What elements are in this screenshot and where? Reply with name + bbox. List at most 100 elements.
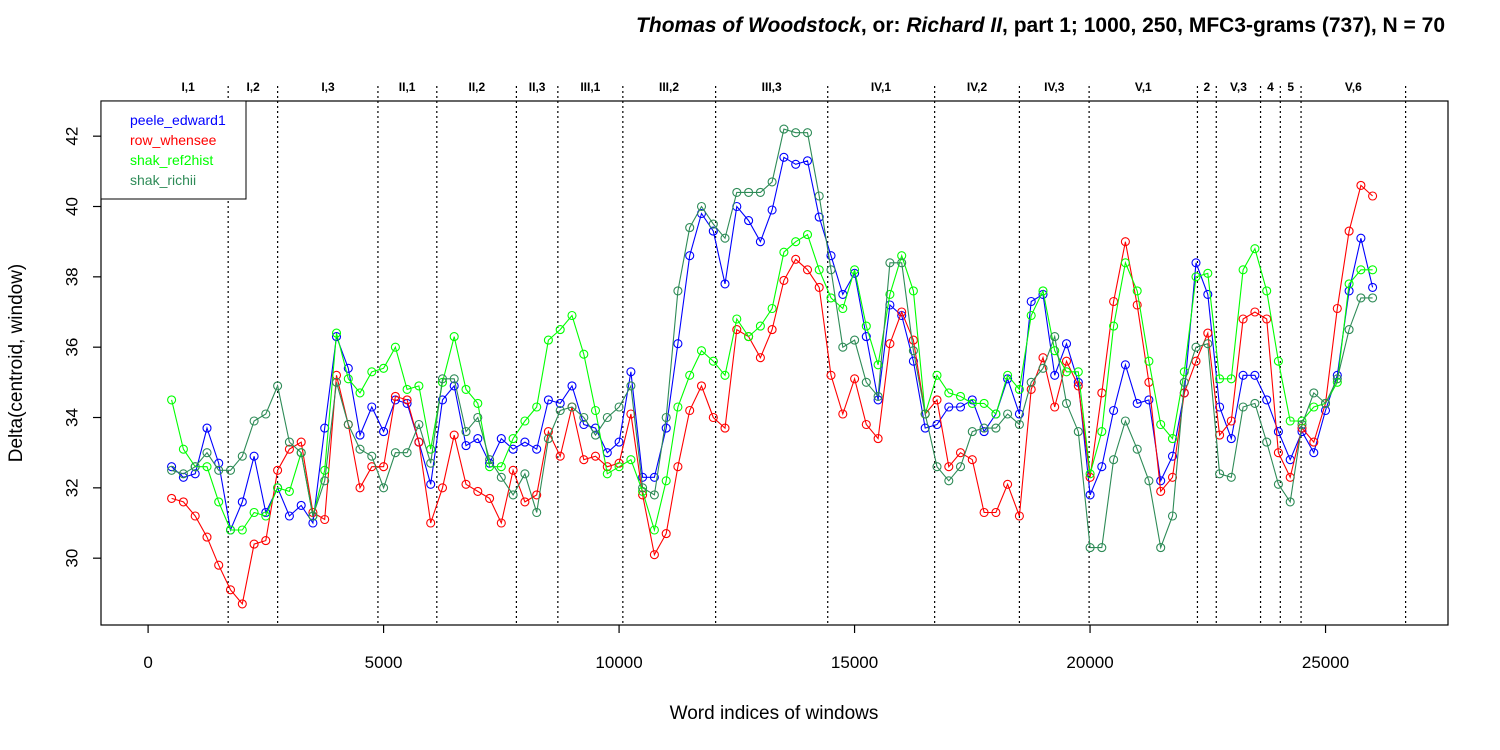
legend-entry: row_whensee — [130, 132, 217, 148]
data-point — [214, 560, 224, 570]
scene-label: II,2 — [468, 80, 485, 94]
data-point — [1262, 286, 1272, 296]
data-point — [861, 377, 871, 387]
data-point — [1356, 180, 1366, 190]
y-tick-label: 40 — [62, 197, 81, 216]
data-point — [1156, 476, 1166, 486]
data-point — [367, 451, 377, 461]
data-point — [178, 497, 188, 507]
data-point — [1014, 384, 1024, 394]
data-point — [614, 462, 624, 472]
data-point — [1132, 300, 1142, 310]
data-point — [791, 128, 801, 138]
legend: peele_edward1 row_whensee shak_ref2histsha… — [100, 100, 247, 200]
data-point — [908, 356, 918, 366]
data-point — [649, 472, 659, 482]
data-point — [355, 388, 365, 398]
data-point — [379, 427, 389, 437]
data-point — [543, 427, 553, 437]
series-line — [171, 184, 1373, 606]
data-point — [661, 529, 671, 539]
data-point — [732, 187, 742, 197]
data-point — [1262, 437, 1272, 447]
data-point — [237, 451, 247, 461]
data-point — [779, 152, 789, 162]
scene-label: I,3 — [321, 80, 335, 94]
title-part: , part 1; 1000, 250, MFC3-grams (737), N… — [1002, 14, 1445, 37]
data-point — [225, 585, 236, 595]
data-point — [1250, 244, 1260, 254]
data-point — [626, 381, 636, 391]
data-point — [602, 462, 612, 472]
data-point — [249, 539, 259, 549]
data-point — [873, 434, 883, 444]
scene-label: III,1 — [580, 80, 600, 94]
scene-label: IV,1 — [871, 80, 892, 94]
data-point — [320, 514, 330, 525]
series-group — [167, 124, 1378, 609]
data-point — [814, 212, 824, 222]
data-point — [532, 444, 542, 454]
data-point — [343, 363, 353, 373]
data-point — [861, 332, 871, 342]
y-axis: 30 32 34 36 38 40 42 — [62, 127, 101, 568]
data-point — [673, 462, 683, 472]
data-point — [638, 472, 648, 482]
data-point — [320, 465, 330, 475]
data-point — [461, 479, 471, 489]
data-point — [590, 430, 601, 440]
data-point — [543, 434, 553, 444]
data-point — [873, 360, 883, 370]
data-point — [214, 465, 224, 475]
data-point — [897, 307, 907, 317]
data-point — [685, 370, 695, 380]
scene-label: II,3 — [529, 80, 546, 94]
data-point — [767, 303, 777, 314]
data-point — [708, 226, 718, 236]
data-point — [661, 476, 671, 486]
data-point — [167, 395, 177, 405]
data-point — [955, 391, 966, 401]
data-point — [178, 469, 188, 479]
y-tick-label: 34 — [62, 408, 81, 427]
data-point — [755, 321, 765, 331]
data-point — [178, 444, 188, 454]
scene-label: V,3 — [1230, 80, 1247, 94]
data-point — [296, 437, 306, 447]
x-tick-label: 5000 — [365, 653, 403, 672]
data-point — [779, 124, 789, 134]
data-point — [1156, 543, 1166, 553]
data-point — [496, 462, 506, 472]
scene-label: IV,3 — [1044, 80, 1065, 94]
data-point — [991, 507, 1001, 518]
data-point — [1368, 282, 1378, 292]
data-point — [614, 402, 624, 412]
data-point — [838, 409, 848, 419]
data-point — [284, 437, 294, 447]
data-point — [190, 462, 200, 472]
data-point — [1120, 237, 1130, 247]
data-point — [1085, 490, 1095, 500]
data-point — [908, 346, 918, 356]
data-point — [979, 423, 989, 433]
data-point — [720, 370, 730, 380]
data-point — [967, 455, 977, 465]
data-point — [708, 356, 718, 366]
data-point — [1097, 427, 1107, 437]
data-point — [567, 381, 577, 391]
data-point — [1191, 342, 1201, 352]
scene-label: 5 — [1287, 80, 1294, 94]
data-point — [355, 444, 365, 454]
data-point — [991, 423, 1001, 433]
data-point — [696, 201, 707, 212]
data-point — [1273, 427, 1283, 437]
data-point — [473, 434, 483, 444]
data-point — [555, 451, 565, 461]
data-point — [1226, 472, 1236, 482]
data-point — [331, 377, 342, 387]
data-point — [426, 479, 436, 489]
data-point — [814, 282, 824, 292]
data-point — [1344, 325, 1354, 335]
data-point — [744, 332, 754, 342]
